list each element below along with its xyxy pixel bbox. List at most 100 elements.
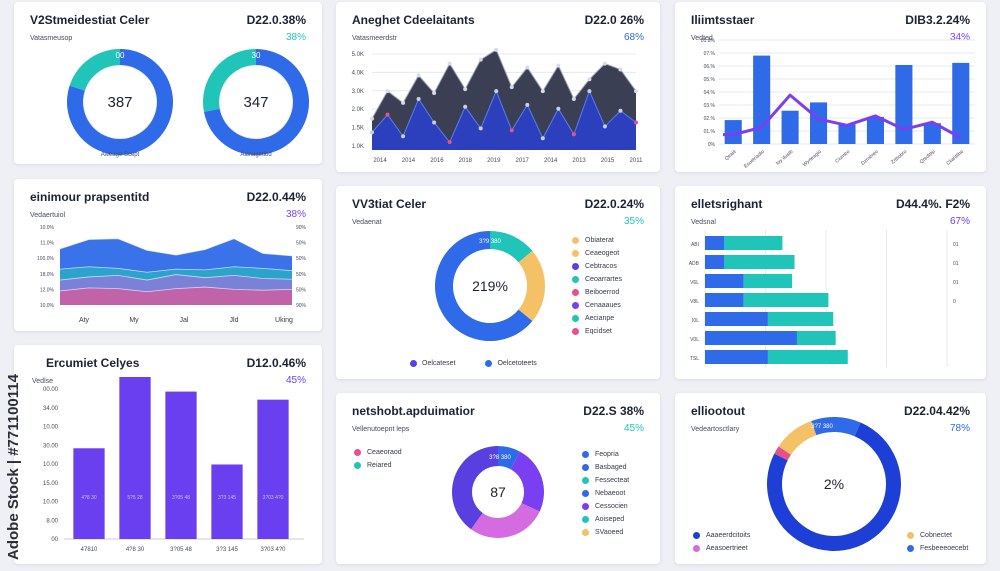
x-tick-label: 2015 (601, 158, 615, 164)
data-point (634, 89, 638, 94)
y-tick-label-right: 01 (953, 261, 959, 267)
legend-item: Fesbeeeoecebt (907, 542, 968, 555)
y-tick-label: V0L (690, 337, 699, 343)
donut-chart: 2% 3?7 380 (767, 417, 901, 551)
y-tick-label: 06.% (704, 64, 716, 70)
y-tick-label: 11.0% (40, 241, 54, 247)
legend-item: Aecianpe (572, 312, 622, 325)
donut-slice-label: 3?7 380 (811, 424, 833, 430)
data-point (571, 132, 576, 137)
legend-label: Ceoarrartes (585, 276, 622, 283)
legend-label: Ceaeogeot (585, 250, 620, 257)
legend-swatch (572, 250, 579, 257)
bar-value-label: 4?8 30 (81, 495, 97, 501)
y-tick-label-right: 50% (296, 272, 307, 278)
y-tick-label: I0L (692, 318, 699, 324)
data-point (540, 136, 545, 141)
bar-segment (724, 255, 795, 269)
legend-item: Reiared (354, 459, 402, 472)
donut-slice (811, 417, 861, 437)
donut-center-label: 219% (472, 278, 508, 294)
x-tick-label: 2014 (402, 158, 416, 164)
card-bar-line-chart: Iliimtsstaer DIB3.2.24% Vedted 34% 01.8%… (675, 2, 986, 172)
donut-bottom-left-legend: Aaaeerdcitoits Aeasoertrieet (693, 529, 750, 555)
card-value: D22.04.42% (903, 404, 970, 418)
legend-swatch (907, 532, 914, 539)
legend-label: Feopria (595, 451, 619, 458)
y-tick-label: 01.% (704, 129, 716, 135)
donut-slice (203, 49, 309, 155)
legend-label: Cobnectet (920, 532, 952, 539)
data-point (385, 89, 390, 94)
bar-value-label: 3?03 4?0 (263, 495, 284, 501)
bar (810, 102, 828, 144)
y-tick-label-right: 90% (296, 225, 307, 231)
x-tick-label: Qeaiit (724, 149, 738, 162)
card-big-donut: elliootout D22.04.42% Vedeartosctlary 78… (675, 393, 986, 564)
y-tick-label: 03.% (704, 103, 716, 109)
card-subtitle: Vedsnal (691, 219, 716, 226)
x-tick-label: 2019 (487, 158, 501, 164)
series-line (371, 49, 637, 119)
card-column-chart: Ercumiet Celyes D12.0.46% Vedlse 45% 00.… (14, 345, 322, 564)
bar-segment (705, 331, 797, 345)
legend-item: Nebaeoot (582, 487, 629, 500)
y-tick-label: 10.00 (43, 425, 59, 431)
donut-legend: Obiaterat Ceaeogeot Cebtracos Ceoarrartes Be… (572, 234, 622, 338)
donut-slice (518, 250, 545, 322)
card-value: D22.0.24% (584, 197, 644, 211)
donut-center-label: 87 (490, 484, 506, 500)
data-point (556, 63, 561, 68)
legend-item: Cobnectet (907, 529, 968, 542)
legend-label: Cebtracos (585, 263, 617, 270)
bar (895, 64, 913, 144)
card-title: elliootout (691, 404, 745, 418)
bar (257, 399, 289, 539)
x-tick-label: 2017 (516, 158, 530, 164)
data-point (401, 134, 406, 139)
y-tick-label: 10.00 (43, 462, 59, 468)
legend-label: Nebaeoot (595, 490, 626, 497)
y-tick-label: 15.00 (43, 481, 59, 487)
legend-label: Cessocien (595, 503, 628, 510)
x-tick-label: 2011 (630, 158, 644, 164)
data-point (602, 124, 607, 129)
area-series (60, 287, 292, 305)
legend-item: Cebtracos (572, 260, 622, 273)
x-tick-label: 2014 (373, 158, 387, 164)
donut-slice (69, 49, 120, 91)
legend-swatch (582, 516, 589, 523)
data-point (602, 61, 607, 66)
donut-bottom-right-legend: Cobnectet Fesbeeeoecebt (907, 529, 968, 555)
area-series (372, 49, 636, 150)
x-tick-label: Aty (79, 317, 90, 324)
x-tick-label: My (129, 317, 139, 324)
y-tick-label: ADB (689, 261, 700, 267)
card-title: VV3tiat Celer (352, 197, 427, 211)
y-tick-label: 5.0K (352, 52, 364, 58)
legend-swatch (572, 263, 579, 270)
legend-swatch (582, 490, 589, 497)
y-tick-label-right: 90% (296, 303, 307, 309)
card-percent: 68% (623, 32, 644, 43)
bar-segment (705, 274, 744, 288)
card-subtitle: Vellenutoepnt leps (352, 426, 410, 433)
card-title: elletsrighant (691, 197, 763, 211)
y-tick-label: 2.0K (352, 107, 364, 113)
bar-line-chart: 01.8% 07.% 06.% 05.% 04.% 03.% 02.% 01.% 0% Qeaii… (701, 38, 975, 170)
bar-segment (767, 350, 848, 364)
bar (165, 391, 197, 539)
legend-item: Cessocien (582, 500, 629, 513)
donut-slice-label: 3?8 380 (489, 455, 511, 461)
legend-label: Aecianpe (585, 315, 615, 322)
legend-item: Ceaeogeot (572, 247, 622, 260)
y-tick-label: 00 (51, 537, 58, 543)
donut-slice-label: 3?9 380 (479, 239, 501, 245)
y-tick-label: 00.00 (43, 387, 59, 393)
x-tick-label: Qreditlsi (919, 149, 937, 165)
bar-value-label: 3?3 145 (218, 495, 236, 501)
card-percent: 67% (949, 216, 970, 227)
card-value: D22.0.38% (246, 13, 306, 27)
data-point (432, 91, 437, 96)
legend-swatch (572, 276, 579, 283)
